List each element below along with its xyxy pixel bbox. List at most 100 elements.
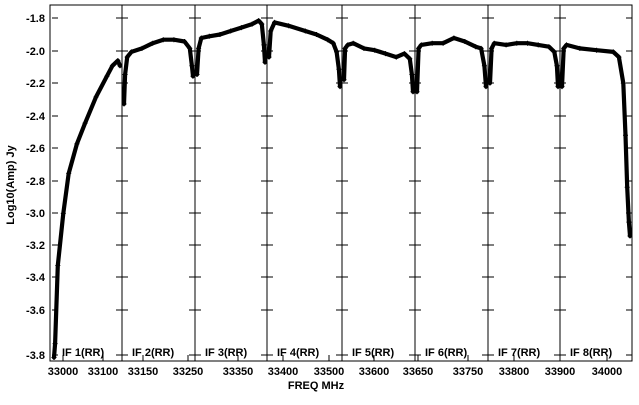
data-point-marker xyxy=(564,42,569,48)
series-line-if2 xyxy=(121,37,196,107)
data-point-marker xyxy=(150,40,156,46)
data-point-marker xyxy=(122,72,128,77)
series-line-if1 xyxy=(51,58,123,360)
if-panel-label: IF 7(RR) xyxy=(498,347,541,359)
data-point-marker xyxy=(525,40,530,46)
data-point-marker xyxy=(462,39,468,44)
if-panel-label: IF 1(RR) xyxy=(62,347,105,359)
data-point-marker xyxy=(489,45,495,51)
data-point-marker xyxy=(336,66,342,72)
data-point-marker xyxy=(160,37,166,43)
data-point-marker xyxy=(626,219,632,225)
data-point-marker xyxy=(334,49,340,55)
data-point-marker xyxy=(196,45,202,51)
data-point-marker xyxy=(82,120,88,126)
data-point-marker xyxy=(74,141,80,147)
x-axis-title: FREQ MHz xyxy=(288,380,345,392)
data-point-marker xyxy=(551,49,557,55)
data-point-marker xyxy=(594,47,600,53)
data-point-marker xyxy=(104,73,110,79)
y-tick-label: -2.8 xyxy=(26,176,45,188)
x-tick-label: 33150 xyxy=(128,366,159,378)
data-point-marker xyxy=(418,42,424,48)
data-point-marker xyxy=(407,56,413,62)
data-point-marker xyxy=(217,32,223,37)
data-point-marker xyxy=(272,19,278,25)
data-point-marker xyxy=(487,80,493,86)
data-point-marker xyxy=(451,35,457,41)
data-point-marker xyxy=(503,42,509,48)
y-tick-label: -2.0 xyxy=(26,46,45,58)
data-point-marker xyxy=(383,51,388,57)
data-point-marker xyxy=(440,40,446,46)
x-tick-label: 33350 xyxy=(223,366,254,378)
data-point-marker xyxy=(206,33,212,39)
data-point-marker xyxy=(478,45,484,51)
data-point-marker xyxy=(535,42,541,48)
data-point-marker xyxy=(341,77,347,83)
y-tick-label: -2.6 xyxy=(26,143,45,155)
data-point-marker xyxy=(51,355,57,360)
data-point-marker xyxy=(121,101,127,107)
y-axis-title: Log10(Amp) Jy xyxy=(5,144,17,224)
data-point-marker xyxy=(429,40,435,46)
data-point-marker xyxy=(325,37,331,43)
data-point-marker xyxy=(491,40,497,46)
data-point-marker xyxy=(361,45,367,51)
x-tick-label: 33100 xyxy=(88,366,119,378)
data-point-marker xyxy=(554,63,560,69)
data-point-marker xyxy=(350,40,356,46)
data-point-marker xyxy=(238,25,244,31)
data-point-marker xyxy=(228,28,234,34)
data-point-marker xyxy=(93,94,99,100)
data-point-marker xyxy=(259,21,265,27)
x-tick-label: 34000 xyxy=(592,366,623,378)
data-point-marker xyxy=(616,54,622,60)
data-series xyxy=(51,18,633,360)
y-tick-label: -2.4 xyxy=(26,111,46,123)
y-tick-label: -3.4 xyxy=(26,272,46,284)
data-point-marker xyxy=(514,40,520,46)
if-panel-label: IF 2(RR) xyxy=(132,347,175,359)
y-tick-label: -3.0 xyxy=(26,208,45,220)
data-point-marker xyxy=(117,63,123,69)
data-point-marker xyxy=(409,72,415,77)
data-point-marker xyxy=(345,42,351,48)
x-tick-label: 33650 xyxy=(403,366,434,378)
data-point-marker xyxy=(481,63,487,69)
data-point-marker xyxy=(190,73,196,79)
data-point-marker xyxy=(577,45,583,51)
series-line-if7 xyxy=(487,41,561,89)
data-point-marker xyxy=(52,341,58,347)
data-point-marker xyxy=(314,32,319,37)
x-tick-label: 33750 xyxy=(453,366,484,378)
data-point-marker xyxy=(302,28,308,34)
data-point-marker xyxy=(55,263,61,268)
if-panel-label: IF 4(RR) xyxy=(277,347,320,359)
data-point-marker xyxy=(401,51,407,57)
y-tick-label: -3.2 xyxy=(26,240,45,252)
data-point-marker xyxy=(561,45,567,51)
data-point-marker xyxy=(559,84,565,90)
data-point-marker xyxy=(610,49,616,55)
series-line-if8 xyxy=(559,42,633,239)
data-point-marker xyxy=(66,170,72,176)
data-point-marker xyxy=(372,47,378,53)
data-point-marker xyxy=(171,37,177,43)
y-tick-label: -1.8 xyxy=(26,13,45,25)
if-panel-label: IF 8(RR) xyxy=(570,347,613,359)
data-point-marker xyxy=(124,54,130,60)
x-tick-label: 33900 xyxy=(545,366,576,378)
data-point-marker xyxy=(187,45,193,51)
panel-dividers xyxy=(121,5,561,361)
data-point-marker xyxy=(115,58,121,64)
y-tick-label: -2.2 xyxy=(26,78,45,90)
data-point-marker xyxy=(286,23,292,29)
if-panel-label: IF 3(RR) xyxy=(205,347,248,359)
data-point-marker xyxy=(128,49,134,55)
x-tick-label: 33600 xyxy=(359,366,390,378)
series-line-if5 xyxy=(341,41,416,94)
data-point-marker xyxy=(330,40,336,46)
data-point-marker xyxy=(268,28,274,34)
